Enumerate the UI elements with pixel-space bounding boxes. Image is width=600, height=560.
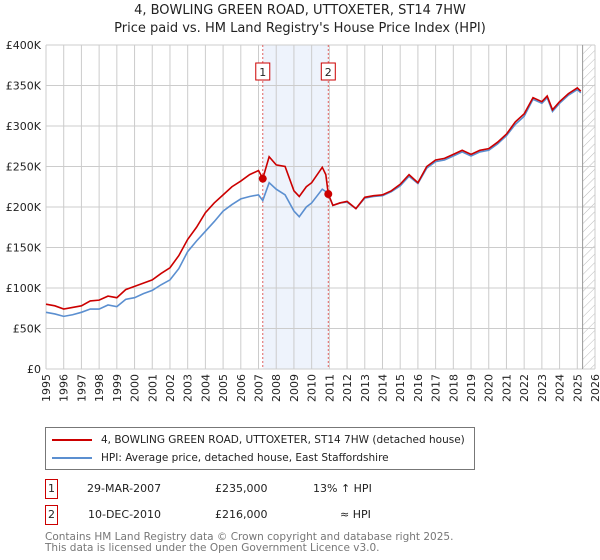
transaction-hpi: 13% ↑ HPI [313,482,372,495]
x-tick-label: 2005 [217,374,230,402]
legend-label: 4, BOWLING GREEN ROAD, UTTOXETER, ST14 7… [101,434,465,446]
sale-badge [320,62,336,81]
x-tick-label: 2014 [376,374,389,402]
x-tick-label: 2000 [129,374,142,402]
x-tick-label: 2026 [589,374,600,402]
transaction-price: £235,000 [215,482,268,495]
x-tick-label: 2017 [430,374,443,402]
x-tick-label: 2022 [518,374,531,402]
line-chart: 1995 1996 1997 1998 1999 2000 2001 2002 2003 2004… [6,39,600,402]
chart-title: 4, BOWLING GREEN ROAD, UTTOXETER, ST14 7… [134,3,466,18]
sale-badge-label: 2 [325,66,332,79]
legend: 4, BOWLING GREEN ROAD, UTTOXETER, ST14 7… [45,427,475,470]
y-tick-label: £150K [6,242,42,255]
property-price-line [45,86,582,310]
x-tick-label: 2001 [146,374,159,402]
legend-swatch-red [52,439,92,441]
transaction-badge: 1 [45,479,58,499]
transaction-date: 10-DEC-2010 [88,508,162,521]
sale-badge-label: 1 [259,66,266,79]
x-tick-label: 2007 [253,374,266,402]
x-tick-label: 2020 [483,374,496,402]
transaction-date: 29-MAR-2007 [87,482,162,495]
y-tick-label: £350K [6,80,42,93]
x-tick-label: 2025 [571,374,584,402]
y-tick-label: £200K [6,201,42,214]
x-tick-label: 2013 [359,374,372,402]
x-tick-label: 2011 [323,374,336,402]
y-tick-label: £50K [13,323,42,336]
y-tick-label: £250K [6,161,42,174]
y-tick-label: £100K [6,282,42,295]
x-tick-label: 2010 [306,374,319,402]
legend-swatch-blue [52,457,92,459]
x-tick-label: 2021 [500,374,513,402]
legend-item-hpi: HPI: Average price, detached house, East… [52,450,389,466]
x-tick-label: 1998 [93,374,106,402]
x-tick-label: 2024 [554,374,567,402]
sale-point [258,174,267,183]
x-tick-label: 1999 [111,374,124,402]
x-tick-label: 2003 [182,374,195,402]
y-tick-label: £300K [6,120,42,133]
x-tick-label: 2018 [447,374,460,402]
hpi-line [45,88,582,318]
x-tick-label: 2019 [465,374,478,402]
x-tick-label: 2016 [412,374,425,402]
x-tick-label: 2012 [341,374,354,402]
x-tick-label: 1996 [58,374,71,402]
x-tick-label: 2015 [394,374,407,402]
x-tick-label: 2023 [536,374,549,402]
x-tick-label: 1997 [75,374,88,402]
x-tick-label: 2009 [288,374,301,402]
transaction-badge: 2 [45,505,58,525]
transaction-price: £216,000 [215,508,268,521]
sale-point [324,190,333,199]
footer-license: This data is licensed under the Open Gov… [45,542,380,554]
legend-label: HPI: Average price, detached house, East… [101,452,389,464]
sale-badge [255,62,271,81]
legend-item-property: 4, BOWLING GREEN ROAD, UTTOXETER, ST14 7… [52,432,465,448]
footer-copyright: Contains HM Land Registry data © Crown c… [45,531,454,543]
transaction-hpi: ≈ HPI [340,508,371,521]
y-tick-label: £0 [27,363,41,376]
x-tick-label: 2006 [235,374,248,402]
x-tick-label: 1995 [40,374,53,402]
chart-subtitle: Price paid vs. HM Land Registry's House … [114,21,486,36]
x-tick-label: 2008 [270,374,283,402]
x-tick-label: 2002 [164,374,177,402]
x-tick-label: 2004 [199,374,212,402]
y-tick-label: £400K [6,39,42,52]
